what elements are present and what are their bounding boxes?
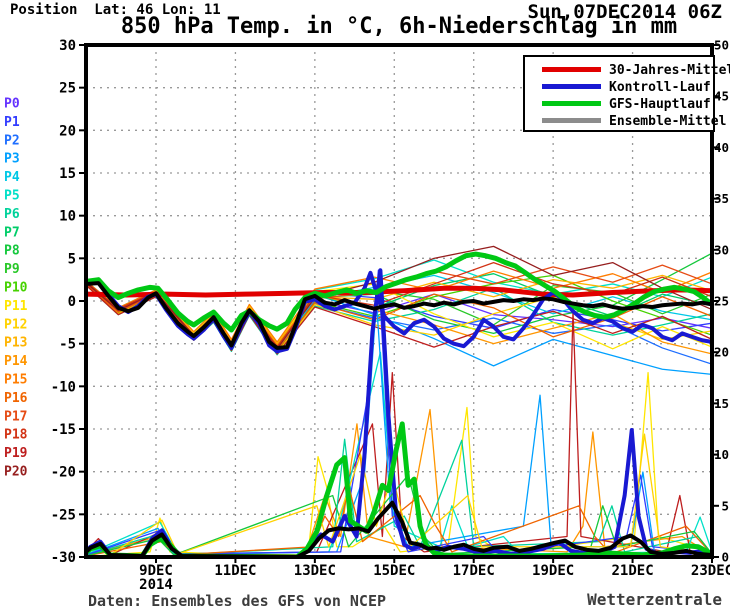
x-axis-tick-label: 23DEC (691, 563, 730, 579)
temp-30-Jahres-Mittel (86, 285, 712, 298)
series-layer (86, 245, 712, 557)
position-label: Position Lat: 46 Lon: 11 (10, 2, 221, 18)
member-key-label-P16: P16 (4, 391, 28, 406)
legend-label: Kontroll-Lauf (609, 80, 711, 95)
member-precip-P16 (86, 484, 712, 557)
member-key-label-P6: P6 (4, 207, 20, 222)
x-axis-tick-label: 9DEC (139, 563, 173, 579)
member-key-label-P1: P1 (4, 115, 20, 130)
member-key-label-P7: P7 (4, 225, 20, 240)
left-axis-tick-label: -20 (51, 465, 76, 481)
member-key-label-P10: P10 (4, 281, 28, 296)
x-axis-tick-label: 17DEC (453, 563, 495, 579)
right-axis-tick-label: 50 (714, 38, 729, 53)
left-axis-tick-label: -25 (51, 507, 76, 523)
axes: -30 -25 -20 -15 -10 -5 0 5 10 15 20 25 30 0 5 10 15 20 25 3… (51, 38, 730, 594)
right-axis-tick-label: 10 (714, 447, 729, 462)
member-key-label-P19: P19 (4, 446, 27, 461)
legend-label: GFS-Hauptlauf (609, 97, 711, 112)
left-axis-tick-label: 0 (68, 294, 76, 310)
x-axis-tick-label: 13DEC (294, 563, 336, 579)
right-axis-tick-label: 5 (721, 498, 729, 513)
member-key-label-P17: P17 (4, 409, 27, 424)
legend-label: 30-Jahres-Mittel (609, 63, 730, 78)
member-key-label-P8: P8 (4, 244, 20, 259)
member-key-label-P4: P4 (4, 170, 20, 185)
temp-GFS-Hauptlauf (86, 251, 712, 333)
x-axis-tick-label: 19DEC (532, 563, 574, 579)
right-axis-tick-label: 35 (714, 191, 729, 206)
member-key-label-P14: P14 (4, 354, 28, 369)
left-axis-tick-label: -15 (51, 422, 76, 438)
member-key: P0 P1 P2 P3 P4 P5 P6 P7 P8 P9 P10 P11 P12 P13 P14 P15 P1… (4, 97, 28, 480)
left-axis-tick-label: 15 (59, 166, 76, 182)
right-axis-tick-label: 25 (714, 294, 729, 309)
right-axis-tick-label: 30 (714, 242, 729, 257)
right-axis-tick-label: 45 (714, 89, 729, 104)
brand-label: Wetterzentrale (587, 590, 722, 609)
legend: 30-Jahres-Mittel Kontroll-Lauf GFS-Hauptla… (523, 55, 730, 132)
member-key-label-P15: P15 (4, 373, 27, 388)
left-axis-tick-label: 30 (59, 38, 76, 54)
left-axis-tick-label: 25 (59, 81, 76, 97)
member-key-label-P18: P18 (4, 428, 28, 443)
left-axis-tick-label: 10 (59, 209, 76, 225)
data-source-label: Daten: Ensembles des GFS von NCEP (88, 592, 387, 609)
left-axis-tick-label: -30 (51, 550, 76, 566)
member-key-label-P2: P2 (4, 133, 20, 148)
left-axis-tick-label: 5 (68, 251, 76, 267)
member-key-label-P9: P9 (4, 262, 20, 277)
member-key-label-P11: P11 (4, 299, 28, 314)
member-key-label-P20: P20 (4, 465, 28, 480)
right-axis-tick-label: 40 (714, 140, 729, 155)
right-axis-tick-label: 15 (714, 396, 729, 411)
member-key-label-P5: P5 (4, 189, 20, 204)
member-key-label-P0: P0 (4, 97, 20, 112)
member-key-label-P3: P3 (4, 152, 20, 167)
chart-title: 850 hPa Temp. in °C, 6h-Niederschlag in … (120, 14, 678, 39)
x-axis-tick-label: 11DEC (214, 563, 256, 579)
left-axis-tick-label: -5 (59, 337, 76, 353)
right-axis-tick-label: 0 (721, 550, 729, 565)
member-precip-P12 (86, 433, 712, 556)
member-key-label-P12: P12 (4, 317, 27, 332)
left-axis-tick-label: -10 (51, 379, 76, 395)
x-axis-tick-label: 21DEC (611, 563, 653, 579)
run-datetime-label: Sun,07DEC2014 06Z (527, 1, 722, 23)
member-key-label-P13: P13 (4, 336, 27, 351)
left-axis-tick-label: 20 (59, 123, 76, 139)
x-axis-tick-label: 15DEC (373, 563, 415, 579)
right-axis-tick-label: 20 (714, 345, 729, 360)
x-axis-year-label: 2014 (139, 577, 173, 593)
temp-Ensemble-Mittel (86, 281, 712, 350)
legend-label: Ensemble-Mittel (609, 114, 726, 129)
